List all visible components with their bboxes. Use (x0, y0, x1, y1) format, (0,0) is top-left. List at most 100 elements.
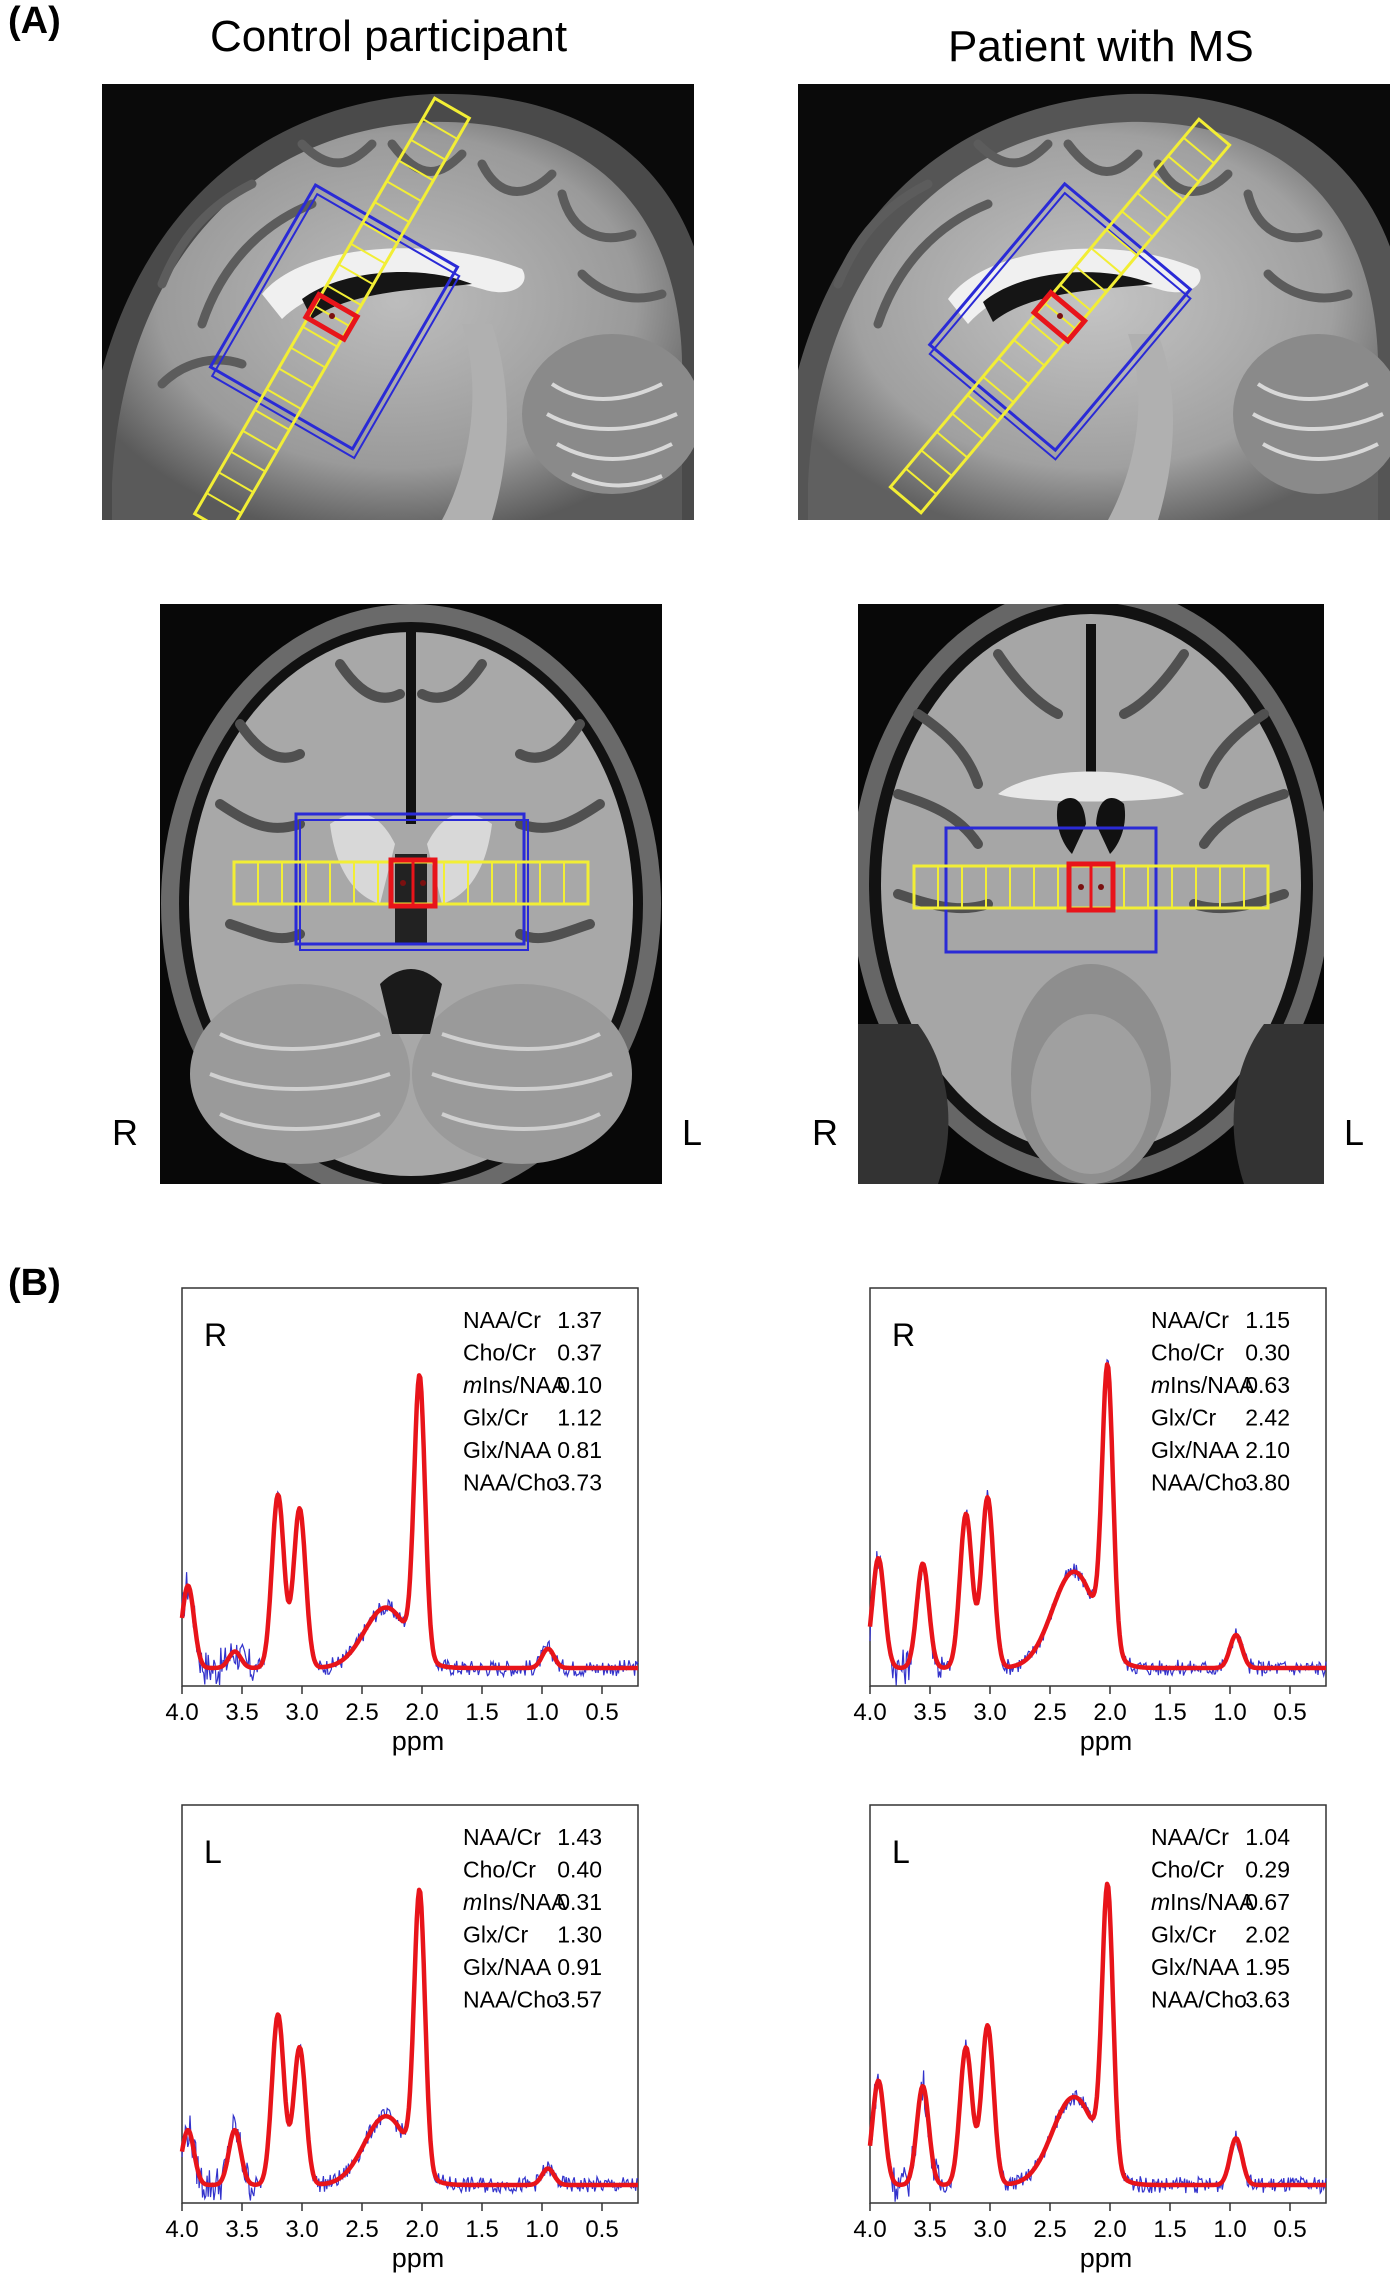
mri-coronal-patient (858, 604, 1324, 1184)
x-tick-label: 2.5 (345, 1699, 378, 1726)
plot-frame (181, 1287, 639, 1687)
ratio-label: NAA/Cho (1151, 1470, 1247, 1496)
ratio-label: Glx/NAA (463, 1954, 552, 1980)
ratio-value: 3.80 (1245, 1470, 1290, 1496)
ratio-label: mIns/NAA (463, 1889, 567, 1915)
fitted-spectrum-line (867, 1362, 1328, 1671)
x-tick-label: 3.0 (285, 2216, 318, 2243)
mri-sagittal-patient (798, 84, 1390, 520)
column-title-control: Control participant (210, 12, 568, 61)
x-tick-label: 1.5 (1153, 2216, 1186, 2243)
ratio-value: 1.12 (557, 1405, 602, 1431)
ratio-value: 0.31 (557, 1889, 602, 1915)
x-axis-label: ppm (1080, 2243, 1133, 2273)
x-tick-label: 4.0 (165, 2216, 198, 2243)
plot-frame (869, 1804, 1327, 2204)
ratio-label: Cho/Cr (463, 1340, 536, 1366)
plot-frame (869, 1287, 1327, 1687)
x-tick-label: 2.0 (405, 2216, 438, 2243)
panel-b-label: (B) (8, 1262, 61, 1304)
ratio-value: 2.10 (1245, 1437, 1290, 1463)
x-tick-label: 2.5 (1033, 1699, 1066, 1726)
ratio-value: 1.95 (1245, 1954, 1290, 1980)
fitted-spectrum-line (179, 1887, 640, 2188)
hemisphere-label: L (892, 1834, 910, 1870)
x-axis-label: ppm (392, 2243, 445, 2273)
ratio-value: 0.67 (1245, 1889, 1290, 1915)
ratio-label: NAA/Cho (1151, 1987, 1247, 2013)
ratio-value: 3.73 (557, 1470, 602, 1496)
ratio-value: 1.30 (557, 1922, 602, 1948)
ratio-label: NAA/Cho (463, 1470, 559, 1496)
x-tick-label: 1.0 (525, 1699, 558, 1726)
x-tick-label: 4.0 (853, 1699, 886, 1726)
mri-axial-control (160, 604, 662, 1184)
ratio-value: 0.29 (1245, 1857, 1290, 1883)
x-tick-label: 1.0 (525, 2216, 558, 2243)
ratio-value: 0.37 (557, 1340, 602, 1366)
ratio-value: 3.63 (1245, 1987, 1290, 2013)
x-tick-label: 0.5 (585, 1699, 618, 1726)
spectrum-patient-right: 4.0 3.5 3.0 2.5 2.0 1.5 1.0 0.5 ppm R NAA/Cr 1.15 Ch… (848, 1287, 1348, 1778)
ratio-value: 1.15 (1245, 1307, 1290, 1333)
x-tick-label: 1.0 (1213, 1699, 1246, 1726)
mri-sagittal-control (102, 84, 694, 520)
x-tick-label: 3.5 (913, 2216, 946, 2243)
ratio-value: 0.30 (1245, 1340, 1290, 1366)
ratio-label: NAA/Cho (463, 1987, 559, 2013)
ratio-value: 2.02 (1245, 1922, 1290, 1948)
side-label-right-control: R (112, 1112, 138, 1153)
ratio-value: 1.37 (557, 1307, 602, 1333)
x-tick-label: 2.5 (345, 2216, 378, 2243)
ratio-label: NAA/Cr (1151, 1307, 1229, 1333)
spectrum-patient-left: 4.0 3.5 3.0 2.5 2.0 1.5 1.0 0.5 ppm L NAA/Cr 1.04 Ch… (848, 1804, 1348, 2295)
fitted-spectrum-line (867, 1881, 1328, 2188)
side-label-left-patient: L (1344, 1112, 1365, 1153)
x-tick-label: 1.5 (465, 2216, 498, 2243)
ratio-value: 1.43 (557, 1824, 602, 1850)
x-tick-label: 4.0 (165, 1699, 198, 1726)
ratio-label: NAA/Cr (463, 1824, 541, 1850)
ratio-label: mIns/NAA (1151, 1889, 1255, 1915)
x-axis-label: ppm (1080, 1726, 1133, 1756)
hemisphere-label: L (204, 1834, 222, 1870)
side-label-left-control: L (682, 1112, 703, 1153)
x-tick-label: 3.5 (913, 1699, 946, 1726)
ratio-value: 0.91 (557, 1954, 602, 1980)
ratio-value: 0.81 (557, 1437, 602, 1463)
hemisphere-label: R (892, 1317, 915, 1353)
ratio-label: Glx/Cr (463, 1405, 529, 1431)
panel-a-label: (A) (8, 0, 61, 42)
side-label-right-patient: R (812, 1112, 838, 1153)
ratio-value: 0.10 (557, 1372, 602, 1398)
x-tick-label: 2.0 (405, 1699, 438, 1726)
ratio-label: Glx/NAA (1151, 1954, 1240, 1980)
fitted-spectrum-line (179, 1373, 640, 1671)
ratio-label: Cho/Cr (1151, 1857, 1224, 1883)
x-tick-label: 3.5 (225, 1699, 258, 1726)
spectrum-control-right: 4.0 3.5 3.0 2.5 2.0 1.5 1.0 0.5 ppm R NAA/Cr 1.37 Ch… (160, 1287, 660, 1778)
column-title-patient: Patient with MS (948, 22, 1254, 71)
x-tick-label: 4.0 (853, 2216, 886, 2243)
x-tick-label: 3.5 (225, 2216, 258, 2243)
ratio-value: 3.57 (557, 1987, 602, 2013)
ratio-value: 0.40 (557, 1857, 602, 1883)
x-tick-label: 3.0 (973, 2216, 1006, 2243)
x-tick-label: 1.5 (1153, 1699, 1186, 1726)
ratio-label: mIns/NAA (463, 1372, 567, 1398)
ratio-label: NAA/Cr (1151, 1824, 1229, 1850)
ratio-value: 0.63 (1245, 1372, 1290, 1398)
x-tick-label: 3.0 (285, 1699, 318, 1726)
ratio-value: 1.04 (1245, 1824, 1290, 1850)
ratio-label: Glx/NAA (463, 1437, 552, 1463)
x-tick-label: 0.5 (1273, 1699, 1306, 1726)
x-tick-label: 3.0 (973, 1699, 1006, 1726)
ratio-label: Glx/NAA (1151, 1437, 1240, 1463)
ratio-label: Glx/Cr (463, 1922, 529, 1948)
x-tick-label: 2.0 (1093, 2216, 1126, 2243)
ratio-label: NAA/Cr (463, 1307, 541, 1333)
ratio-value: 2.42 (1245, 1405, 1290, 1431)
ratio-label: Cho/Cr (463, 1857, 536, 1883)
x-axis-label: ppm (392, 1726, 445, 1756)
x-tick-label: 2.0 (1093, 1699, 1126, 1726)
